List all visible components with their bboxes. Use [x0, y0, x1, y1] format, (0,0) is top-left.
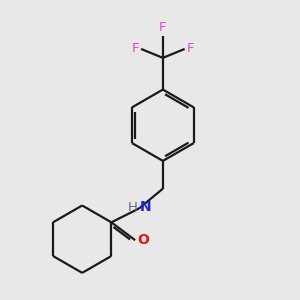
- Text: F: F: [159, 21, 166, 34]
- Text: F: F: [187, 42, 194, 56]
- Text: H: H: [128, 201, 138, 214]
- Text: N: N: [140, 200, 152, 214]
- Text: O: O: [137, 233, 149, 247]
- Text: F: F: [132, 42, 139, 56]
